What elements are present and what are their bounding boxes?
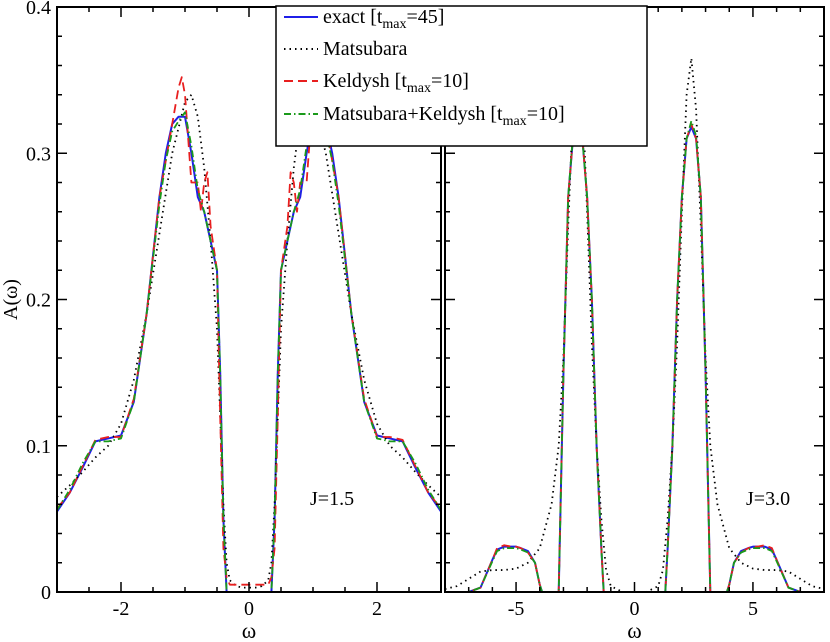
x-tick-label-0: 0 [244, 598, 254, 620]
series-line-0-1 [57, 93, 441, 589]
series-line-0-2 [57, 76, 441, 586]
panel-annotation-0: J=1.5 [310, 488, 354, 510]
y-tick-label: 0.3 [26, 143, 51, 165]
x-tick-label-1: 0 [630, 598, 640, 620]
x-tick-label-0: -2 [113, 598, 130, 620]
y-tick-label: 0.4 [26, 0, 51, 19]
legend-label-1: Matsubara [323, 38, 408, 60]
legend-box [275, 5, 648, 147]
series-line-0-3 [57, 111, 441, 592]
x-tick-label-1: 5 [748, 598, 758, 620]
x-tick-label-0: 2 [372, 598, 382, 620]
y-tick-label: 0.1 [26, 436, 51, 458]
panel-annotation-1: J=3.0 [746, 488, 790, 510]
series-line-1-2 [445, 123, 824, 592]
legend-label-3: Matsubara+Keldysh [tmax=10] [323, 103, 565, 129]
series-line-1-3 [445, 120, 824, 592]
x-tick-label-1: -5 [508, 598, 525, 620]
y-tick-label: 0.2 [26, 290, 51, 312]
legend-label-2: Keldysh [tmax=10] [323, 70, 469, 96]
x-axis-label-1: ω [627, 618, 641, 642]
legend: exact [tmax=45] Matsubara Keldysh [tmax=10… [275, 5, 648, 147]
y-tick-label: 0 [41, 582, 51, 604]
series-line-0-0 [57, 115, 441, 592]
x-axis-label-0: ω [242, 618, 256, 642]
panel-right-j30: -5 0 5 ω J=3.0 [444, 6, 825, 642]
legend-label-0: exact [tmax=45] [323, 6, 444, 32]
y-axis-label: A(ω) [0, 279, 22, 320]
series-line-1-0 [445, 125, 824, 592]
